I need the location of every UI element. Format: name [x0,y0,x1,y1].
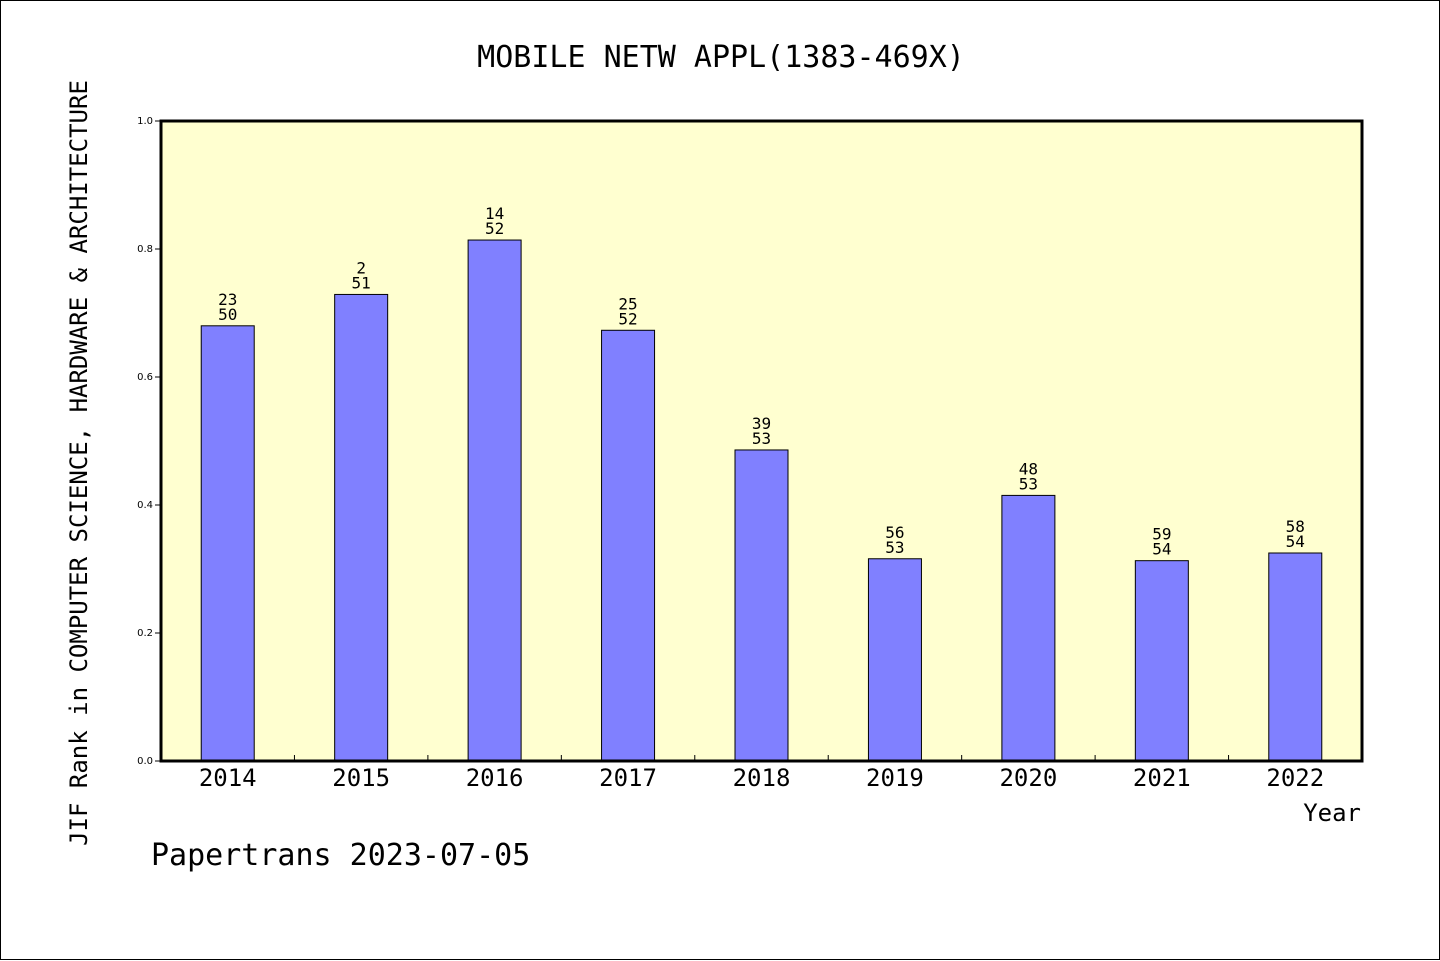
bar-2017 [601,329,656,762]
rank-label: 25 [618,294,637,313]
total-label: 53 [885,538,904,557]
rank-label: 39 [752,414,771,433]
x-tick-label: 2019 [866,764,924,792]
total-label: 53 [752,429,771,448]
y-axis-label: JIF Rank in COMPUTER SCIENCE, HARDWARE &… [65,80,93,846]
x-tick-label: 2016 [466,764,524,792]
footer-credit: Papertrans 2023-07-05 [151,838,530,873]
bar-2020 [1001,494,1056,762]
rank-label: 14 [485,204,504,223]
total-label: 52 [618,309,637,328]
y-tick-label: 0.6 [137,372,153,383]
plot-border [159,119,1364,763]
bars-group [200,239,1323,762]
total-label: 51 [352,273,371,292]
rank-label: 23 [218,290,237,309]
bar-2021 [1134,560,1189,762]
bar-2014 [200,325,255,762]
x-tick-label: 2015 [332,764,390,792]
bar-2022 [1268,552,1323,762]
total-label: 54 [1286,532,1305,551]
x-axis-label: Year [1303,799,1361,827]
chart-title: MOBILE NETW APPL(1383-469X) [477,40,965,75]
y-tick-label: 1.0 [137,116,153,127]
total-label: 50 [218,305,237,324]
x-tick-label: 2017 [599,764,657,792]
x-tick-label: 2014 [199,764,257,792]
category-labels-group: 2014 2015 2016 2017 2018 2019 2020 2021 2022 [199,764,1324,792]
x-tick-label: 2021 [1133,764,1191,792]
y-tick-label: 0.8 [137,244,153,255]
y-tick-label: 0.2 [137,628,153,639]
y-tick-label: 0.0 [137,756,153,767]
bar-2016 [467,239,522,762]
rank-label: 58 [1286,517,1305,536]
total-label: 52 [485,219,504,238]
x-tick-label: 2020 [999,764,1057,792]
rank-label: 59 [1152,525,1171,544]
total-label: 54 [1152,540,1171,559]
x-tick-label: 2018 [733,764,791,792]
bar-2019 [867,558,922,762]
y-axis-ticks: 0.0 0.2 0.4 0.6 0.8 1.0 [137,116,161,767]
rank-label: 48 [1019,459,1038,478]
total-label: 53 [1019,474,1038,493]
rank-label: 2 [356,258,366,277]
bar-2015 [334,293,389,762]
x-tick-label: 2022 [1266,764,1324,792]
rank-label: 56 [885,523,904,542]
y-tick-label: 0.4 [137,500,153,511]
bar-2018 [734,449,789,762]
